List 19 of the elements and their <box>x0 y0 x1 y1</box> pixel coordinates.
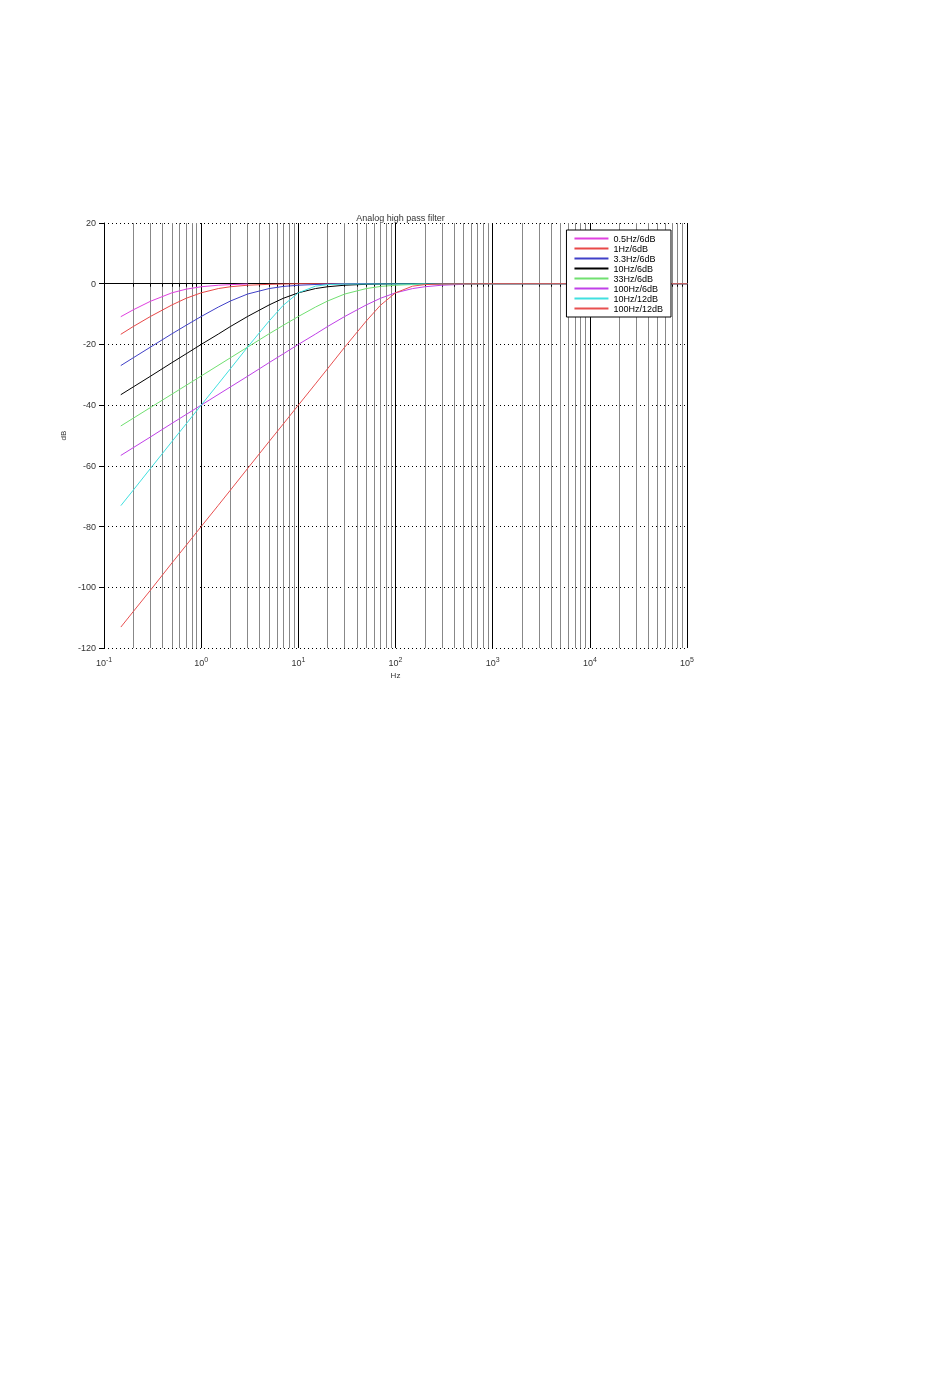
chart-title: Analog high pass filter <box>356 212 445 223</box>
y-tick-label: -40 <box>82 400 96 411</box>
y-tick-label: -120 <box>77 643 96 653</box>
y-tick-label: -20 <box>82 339 96 350</box>
legend-label: 1Hz/6dB <box>613 243 648 254</box>
legend-label: 100Hz/6dB <box>613 283 658 294</box>
y-tick-label: 0 <box>90 278 96 289</box>
legend-label: 10Hz/6dB <box>613 263 653 274</box>
y-tick-label: -60 <box>82 460 96 471</box>
legend-label: 100Hz/12dB <box>613 303 664 314</box>
x-axis-title: Hz <box>390 671 401 681</box>
y-tick-label: -100 <box>77 582 96 593</box>
legend-label: 3.3Hz/6dB <box>613 253 656 264</box>
legend-label: 10Hz/12dB <box>613 293 658 304</box>
y-axis-title: dB <box>58 430 68 441</box>
legend-label: 33Hz/6dB <box>613 273 653 284</box>
legend-label: 0.5Hz/6dB <box>613 233 656 244</box>
y-tick-label: 20 <box>85 218 96 228</box>
y-tick-label: -80 <box>82 521 96 532</box>
